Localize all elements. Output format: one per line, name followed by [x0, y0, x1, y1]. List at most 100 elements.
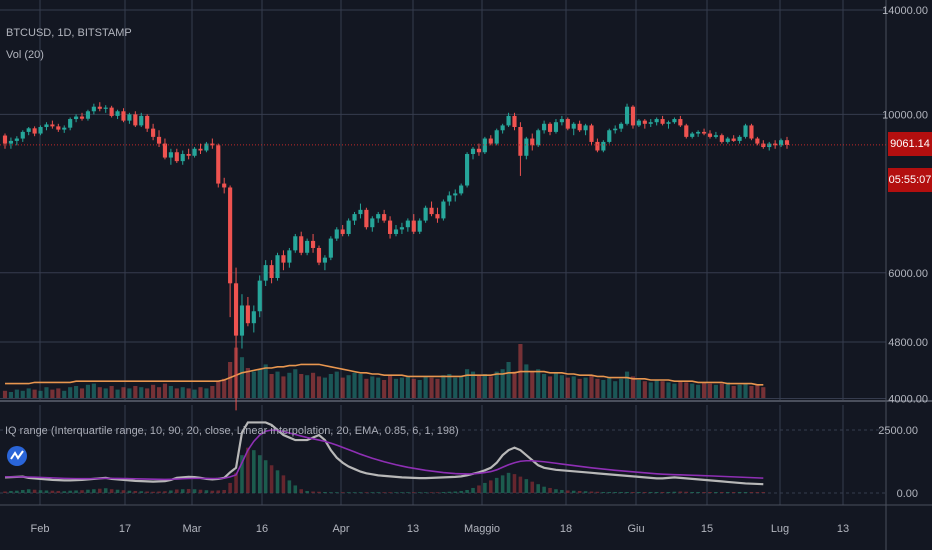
candle-body — [50, 124, 55, 127]
volume-bar — [453, 377, 458, 398]
candle-body — [109, 107, 114, 116]
candle-body — [204, 143, 209, 151]
candle-body — [139, 115, 144, 126]
candle-body — [447, 195, 452, 202]
candle-body — [613, 128, 618, 131]
candle-body — [74, 116, 79, 120]
candle-body — [192, 148, 197, 156]
iq-range-line — [4, 421, 764, 486]
volume-bar — [743, 383, 748, 398]
indicator-histogram-bar — [524, 479, 529, 493]
volume-bar — [115, 389, 120, 398]
candle-body — [393, 229, 399, 234]
volume-bar — [488, 376, 493, 398]
volume-bar — [459, 376, 464, 398]
indicator-histogram-bar — [358, 492, 363, 493]
volume-bar — [352, 372, 357, 398]
volume-bar — [109, 386, 114, 398]
candle-body — [358, 209, 363, 215]
candle-body — [151, 128, 156, 137]
volume-bar — [299, 374, 304, 398]
candle-body — [186, 154, 191, 156]
candle-body — [482, 138, 487, 153]
volume-bar — [642, 381, 647, 398]
volume-bar — [74, 386, 79, 398]
date-tick-label: 15 — [701, 523, 713, 535]
indicator-histogram-bar — [50, 490, 55, 493]
volume-bar — [14, 389, 19, 398]
candle-body — [488, 138, 493, 144]
candle-body — [648, 122, 653, 124]
candle-body — [547, 123, 553, 132]
price-tick-label: 4800.00 — [888, 337, 928, 349]
candle-body — [696, 131, 701, 134]
candle-body — [630, 106, 636, 126]
volume-bar — [571, 376, 576, 398]
indicator-histogram-bar — [62, 491, 67, 493]
volume-bar — [97, 387, 102, 398]
candle-body — [310, 240, 316, 248]
indicator-histogram-bar — [257, 455, 262, 493]
volume-bar — [305, 375, 310, 398]
indicator-histogram-bar — [92, 489, 96, 493]
date-tick-label: Lug — [771, 523, 789, 535]
volume-bar — [162, 383, 168, 398]
candle-body — [654, 119, 659, 123]
candle-body — [180, 154, 185, 162]
volume-bar — [512, 371, 517, 398]
indicator-histogram-bar — [44, 490, 49, 493]
indicator-histogram-bar — [406, 492, 410, 493]
candle-body — [364, 209, 369, 228]
volume-bar — [210, 386, 215, 398]
indicator-histogram-bar — [506, 472, 511, 493]
candle-body — [755, 138, 760, 144]
candle-body — [26, 128, 31, 132]
indicator-histogram-bar — [654, 491, 659, 493]
indicator-histogram-bar — [103, 488, 108, 493]
candle-body — [743, 125, 748, 137]
candle-body — [370, 218, 375, 228]
indicator-histogram-bar — [477, 485, 481, 493]
volume-bar — [672, 383, 677, 398]
volume-bar — [725, 382, 730, 398]
candle-body — [388, 220, 393, 234]
indicator-histogram-bar — [382, 492, 386, 493]
indicator-histogram-bar — [577, 490, 582, 493]
volume-bar — [577, 378, 582, 398]
volume-bar — [542, 374, 547, 398]
indicator-histogram-bar — [666, 491, 671, 493]
candle-body — [571, 123, 576, 129]
candle-body — [91, 106, 96, 112]
indicator-histogram-bar — [198, 489, 203, 493]
indicator-histogram-bar — [127, 490, 132, 493]
volume-bar — [44, 387, 49, 398]
candle-body — [494, 130, 499, 144]
indicator-histogram-bar — [607, 491, 612, 493]
indicator-histogram-bar — [311, 491, 315, 493]
candle-body — [162, 143, 168, 158]
volume-bar — [376, 377, 381, 398]
volume-bar — [68, 387, 73, 398]
indicator-histogram-bar — [453, 491, 458, 493]
candle-body — [97, 106, 102, 109]
indicator-histogram-bar — [109, 489, 114, 493]
indicator-histogram-bar — [489, 480, 493, 493]
indicator-histogram-bar — [566, 490, 570, 493]
candle-body — [352, 214, 357, 221]
indicator-histogram-bar — [743, 491, 748, 493]
indicator-histogram-bar — [542, 486, 546, 493]
volume-bar — [411, 378, 416, 398]
indicator-logo-icon[interactable] — [7, 446, 27, 466]
candle-body — [156, 136, 162, 144]
candle-body — [411, 220, 416, 232]
volume-bar — [595, 378, 600, 398]
indicator-histogram-bar — [518, 476, 523, 493]
volume-bar — [239, 357, 245, 398]
indicator-histogram-bar — [163, 491, 167, 493]
candle-body — [429, 207, 434, 215]
volume-bar — [20, 390, 25, 398]
price-tick-label: 14000.00 — [882, 5, 928, 17]
volume-bar — [678, 381, 683, 398]
candle-body — [85, 111, 91, 119]
